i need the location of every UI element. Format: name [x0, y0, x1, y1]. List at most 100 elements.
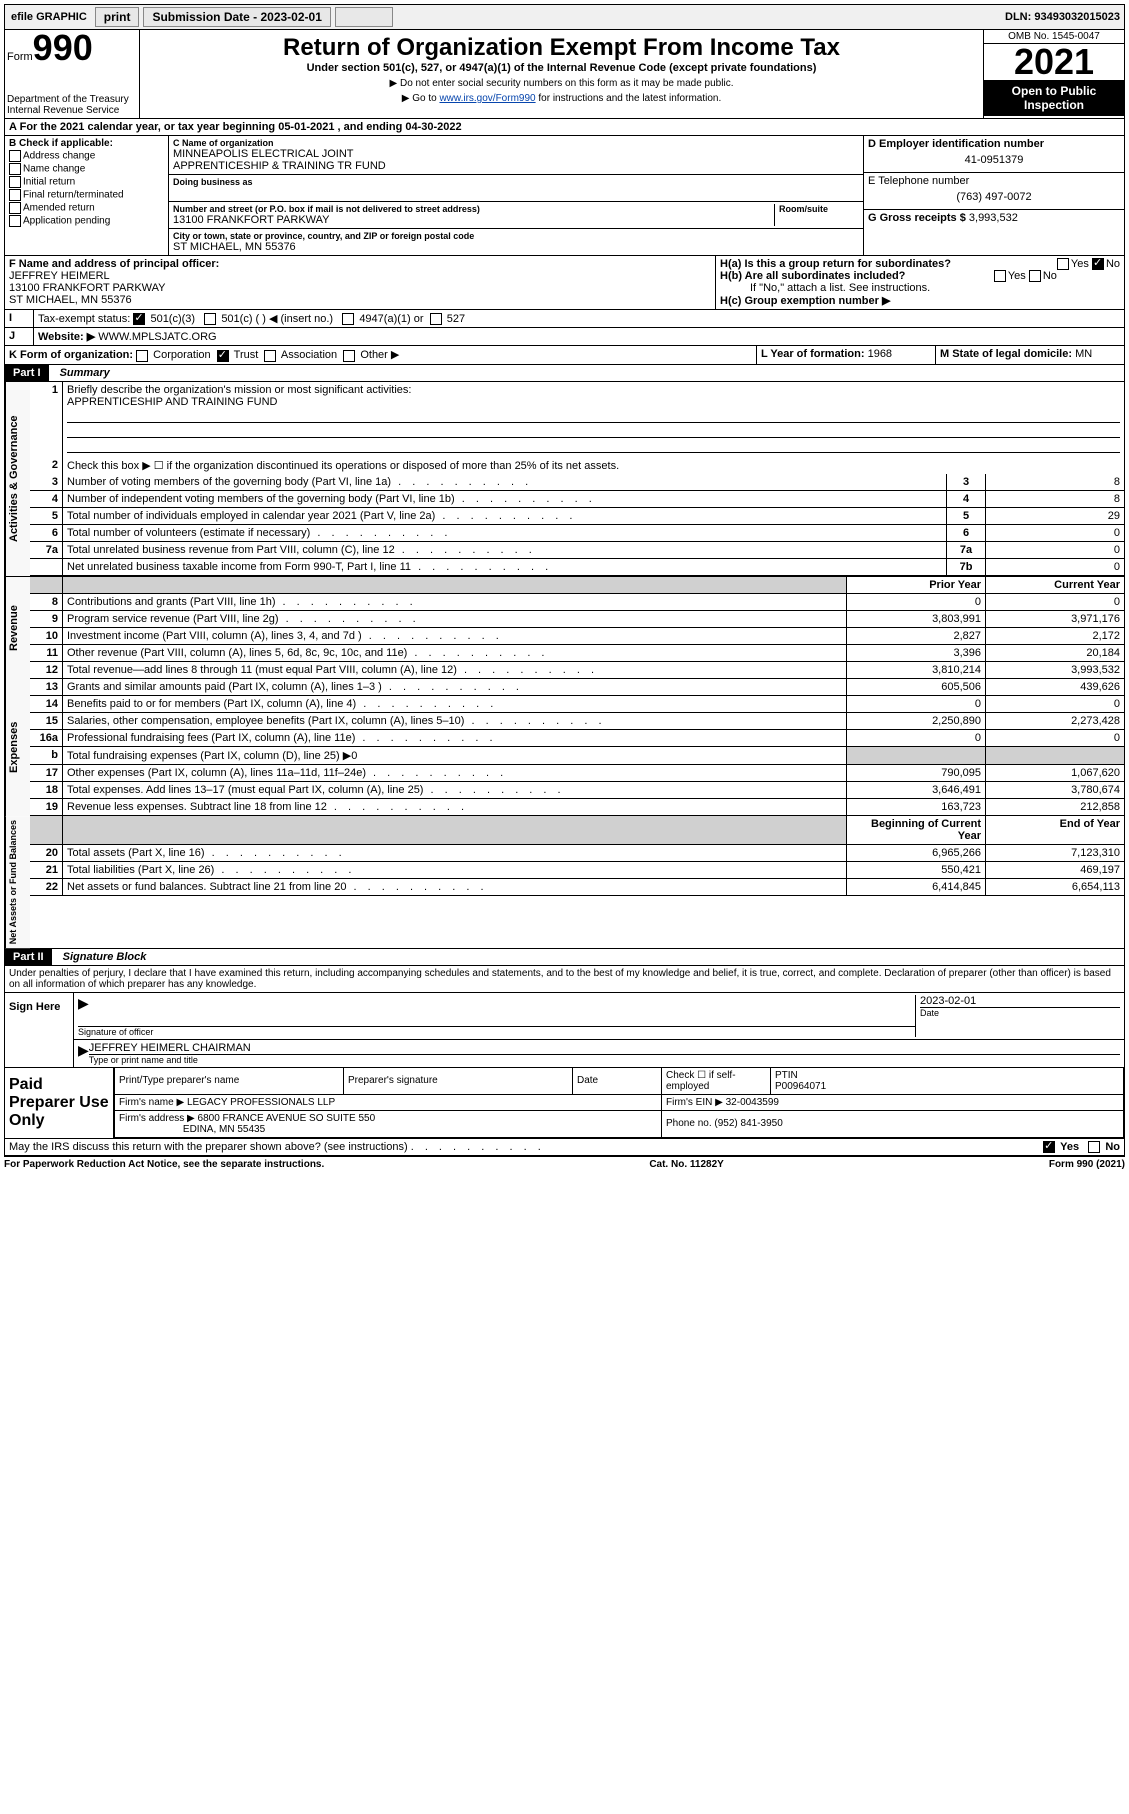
firm-name-row: Firm's name ▶ LEGACY PROFESSIONALS LLP F…	[115, 1094, 1124, 1110]
col-prior-header: Prior Year	[846, 577, 985, 593]
officer-city: ST MICHAEL, MN 55376	[9, 294, 711, 306]
website-label: Website: ▶	[38, 331, 95, 343]
dln-label: DLN: 93493032015023	[1005, 11, 1124, 23]
efile-label: efile GRAPHIC	[5, 11, 93, 23]
firm-phone-label: Phone no.	[666, 1118, 712, 1129]
penalties-text: Under penalties of perjury, I declare th…	[4, 966, 1125, 993]
chk-association[interactable]	[264, 350, 276, 362]
mission-line-2	[67, 425, 1120, 438]
phone-cell: E Telephone number (763) 497-0072	[864, 173, 1124, 210]
chk-final-return[interactable]: Final return/terminated	[9, 189, 164, 201]
ptin-label: PTIN	[775, 1070, 798, 1081]
sig-officer-line: ▶ Signature of officer 2023-02-01 Date	[74, 993, 1124, 1040]
chk-501c[interactable]	[204, 313, 216, 325]
submission-date-button[interactable]: Submission Date - 2023-02-01	[143, 7, 330, 27]
revenue-vertical-label: Revenue	[5, 577, 30, 679]
summary-line: 3 Number of voting members of the govern…	[30, 474, 1124, 491]
col-current-header: Current Year	[985, 577, 1124, 593]
block-b-title: B Check if applicable:	[9, 138, 164, 149]
org-name-2: APPRENTICESHIP & TRAINING TR FUND	[173, 160, 859, 172]
expenses-section: Expenses 13 Grants and similar amounts p…	[4, 679, 1125, 816]
officer-street: 13100 FRANKFORT PARKWAY	[9, 282, 711, 294]
tax-exempt-options: Tax-exempt status: 501(c)(3) 501(c) ( ) …	[34, 310, 1124, 327]
part2-tag: Part II	[5, 949, 52, 965]
chk-527[interactable]	[430, 313, 442, 325]
summary-line: 17 Other expenses (Part IX, column (A), …	[30, 765, 1124, 782]
firm-addr-label: Firm's address ▶	[119, 1113, 195, 1124]
tax-period-line: A For the 2021 calendar year, or tax yea…	[4, 119, 1125, 136]
prep-check-cell: Check ☐ if self-employed	[662, 1068, 771, 1095]
city-value: ST MICHAEL, MN 55376	[173, 241, 859, 253]
print-button[interactable]: print	[95, 7, 140, 27]
phone-label: E Telephone number	[868, 175, 1120, 187]
firm-addr-1: 6800 FRANCE AVENUE SO SUITE 550	[198, 1113, 376, 1124]
ha-label: H(a) Is this a group return for subordin…	[720, 258, 951, 270]
ein-value: 41-0951379	[868, 150, 1120, 170]
sign-block: Sign Here ▶ Signature of officer 2023-02…	[4, 993, 1125, 1068]
line-2-desc: Check this box ▶ ☐ if the organization d…	[63, 457, 1124, 474]
row-j-label: J	[5, 328, 34, 345]
revenue-lines: Prior Year Current Year 8 Contributions …	[30, 577, 1124, 679]
chk-initial-return[interactable]: Initial return	[9, 176, 164, 188]
officer-label: F Name and address of principal officer:	[9, 258, 711, 270]
summary-line: 8 Contributions and grants (Part VIII, l…	[30, 594, 1124, 611]
website-cell: Website: ▶ WWW.MPLSJATC.ORG	[34, 328, 1124, 345]
ein-label: D Employer identification number	[868, 138, 1120, 150]
form-header: Form990 Department of the Treasury Inter…	[4, 30, 1125, 119]
m-value: MN	[1075, 348, 1092, 360]
firm-name-label: Firm's name ▶	[119, 1097, 184, 1108]
hb-no[interactable]	[1029, 270, 1041, 282]
part1-title: Summary	[52, 367, 110, 379]
chk-trust[interactable]	[217, 350, 229, 362]
street-value: 13100 FRANKFORT PARKWAY	[173, 214, 774, 226]
footer-right: Form 990 (2021)	[1049, 1159, 1125, 1170]
website-row: J Website: ▶ WWW.MPLSJATC.ORG	[4, 328, 1125, 346]
ha-yes[interactable]	[1057, 258, 1069, 270]
footer-left: For Paperwork Reduction Act Notice, see …	[4, 1159, 324, 1170]
warn2-post: for instructions and the latest informat…	[536, 93, 722, 104]
city-label: City or town, state or province, country…	[173, 231, 859, 241]
discuss-yes[interactable]	[1043, 1141, 1055, 1153]
form-subtitle: Under section 501(c), 527, or 4947(a)(1)…	[148, 62, 975, 74]
inspection-badge: Open to Public Inspection	[984, 80, 1124, 116]
expenses-lines: 13 Grants and similar amounts paid (Part…	[30, 679, 1124, 816]
chk-4947[interactable]	[342, 313, 354, 325]
line-1-desc: Briefly describe the organization's miss…	[63, 382, 1124, 457]
discuss-no[interactable]	[1088, 1141, 1100, 1153]
chk-application-pending[interactable]: Application pending	[9, 215, 164, 227]
form-word: Form	[7, 51, 33, 63]
chk-amended-return[interactable]: Amended return	[9, 202, 164, 214]
chk-other[interactable]	[343, 350, 355, 362]
arrow-icon-2: ▶	[78, 1042, 89, 1065]
chk-name-change[interactable]: Name change	[9, 163, 164, 175]
name-label: Type or print name and title	[89, 1054, 1120, 1065]
discuss-text: May the IRS discuss this return with the…	[9, 1141, 408, 1153]
summary-line: 16a Professional fundraising fees (Part …	[30, 730, 1124, 747]
chk-corporation[interactable]	[136, 350, 148, 362]
ha-no[interactable]	[1092, 258, 1104, 270]
col-header-row: Prior Year Current Year	[30, 577, 1124, 594]
chk-501c3[interactable]	[133, 313, 145, 325]
firm-phone-value: (952) 841-3950	[714, 1118, 782, 1129]
gross-value: 3,993,532	[969, 212, 1018, 224]
chk-address-change[interactable]: Address change	[9, 150, 164, 162]
period-a-text: For the 2021 calendar year, or tax year …	[20, 121, 462, 133]
summary-line: 5 Total number of individuals employed i…	[30, 508, 1124, 525]
dept-label: Department of the Treasury	[7, 94, 137, 105]
hb-yes[interactable]	[994, 270, 1006, 282]
sig-date-value: 2023-02-01	[920, 995, 1120, 1007]
m-label: M State of legal domicile:	[940, 348, 1072, 360]
summary-line: 18 Total expenses. Add lines 13–17 (must…	[30, 782, 1124, 799]
tax-exempt-row: I Tax-exempt status: 501(c)(3) 501(c) ( …	[4, 310, 1125, 328]
block-m: M State of legal domicile: MN	[936, 346, 1124, 363]
summary-line: b Total fundraising expenses (Part IX, c…	[30, 747, 1124, 765]
top-toolbar: efile GRAPHIC print Submission Date - 20…	[4, 4, 1125, 30]
blank-button[interactable]	[335, 7, 393, 27]
block-l: L Year of formation: 1968	[757, 346, 936, 363]
block-f: F Name and address of principal officer:…	[5, 256, 716, 309]
street-label: Number and street (or P.O. box if mail i…	[173, 204, 774, 214]
irs-link[interactable]: www.irs.gov/Form990	[439, 93, 535, 104]
header-right: OMB No. 1545-0047 2021 Open to Public In…	[983, 30, 1124, 118]
sign-right: ▶ Signature of officer 2023-02-01 Date ▶…	[74, 993, 1124, 1067]
gross-label: G Gross receipts $	[868, 212, 966, 224]
